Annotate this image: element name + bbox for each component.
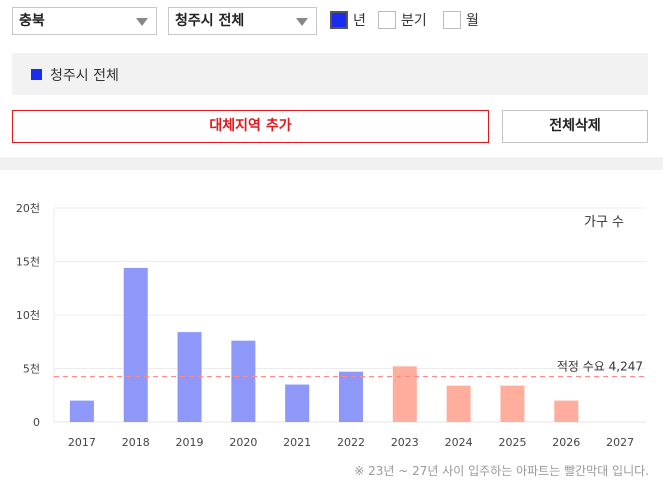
region-color-swatch	[31, 69, 42, 80]
x-tick-label: 2022	[337, 436, 365, 449]
x-tick-label: 2017	[68, 436, 96, 449]
checkbox-year[interactable]	[330, 11, 348, 29]
x-tick-label: 2027	[606, 436, 634, 449]
bar-2018	[123, 267, 148, 422]
section-divider	[0, 157, 663, 170]
x-axis-ticks: 2017 2018 2019 2020 2021 2022 2023 2024 2025 2026…	[68, 436, 634, 449]
checkbox-quarter[interactable]	[378, 11, 396, 29]
y-tick-label: 20천	[16, 201, 40, 215]
bar-2026	[554, 400, 579, 422]
y-tick-label: 10천	[16, 308, 40, 322]
x-tick-label: 2025	[498, 436, 526, 449]
city-select-value: 청주시 전체	[175, 13, 245, 29]
chevron-down-icon	[296, 18, 308, 26]
y-tick-label: 0	[33, 416, 40, 429]
x-tick-label: 2020	[229, 436, 257, 449]
x-tick-label: 2019	[176, 436, 204, 449]
y-tick-label: 15천	[16, 255, 40, 269]
province-select-value: 충북	[19, 13, 45, 29]
province-select[interactable]: 충북	[12, 7, 157, 35]
period-month-label: 월	[466, 13, 479, 29]
x-tick-label: 2026	[552, 436, 580, 449]
period-year-option[interactable]: 년	[330, 9, 366, 31]
chart-bars	[69, 267, 579, 422]
bar-2020	[231, 340, 256, 422]
reference-line-group: 적정 수요 4,247	[54, 360, 646, 378]
x-tick-label: 2023	[391, 436, 419, 449]
region-legend: 청주시 전체	[12, 53, 648, 95]
x-tick-label: 2018	[122, 436, 150, 449]
y-axis-ticks: 0 5천 10천 15천 20천	[16, 201, 40, 429]
bar-2017	[69, 400, 94, 422]
city-select[interactable]: 청주시 전체	[168, 7, 317, 35]
period-quarter-label: 분기	[401, 13, 427, 29]
chevron-down-icon	[136, 18, 148, 26]
bar-2021	[285, 384, 310, 422]
checkbox-month[interactable]	[443, 11, 461, 29]
households-bar-chart: 0 5천 10천 15천 20천 2017 2018 2019 2020 2021 2022 202…	[16, 201, 646, 449]
period-year-label: 년	[353, 13, 366, 29]
x-tick-label: 2021	[283, 436, 311, 449]
bar-2024	[446, 385, 471, 422]
y-tick-label: 5천	[23, 362, 40, 376]
series-label: 가구 수	[584, 215, 624, 230]
footnote: ※ 23년 ~ 27년 사이 입주하는 아파트는 빨간막대 입니다.	[354, 464, 649, 478]
bar-2025	[500, 385, 525, 422]
region-legend-label: 청주시 전체	[50, 68, 119, 84]
add-alternative-region-button[interactable]: 대체지역 추가	[12, 110, 489, 143]
bar-2022	[339, 371, 363, 422]
reference-line-label: 적정 수요 4,247	[557, 360, 643, 374]
bar-2023	[392, 366, 417, 422]
period-quarter-option[interactable]: 분기	[378, 9, 427, 31]
x-tick-label: 2024	[445, 436, 473, 449]
delete-all-button[interactable]: 전체삭제	[502, 110, 648, 143]
period-month-option[interactable]: 월	[443, 9, 479, 31]
